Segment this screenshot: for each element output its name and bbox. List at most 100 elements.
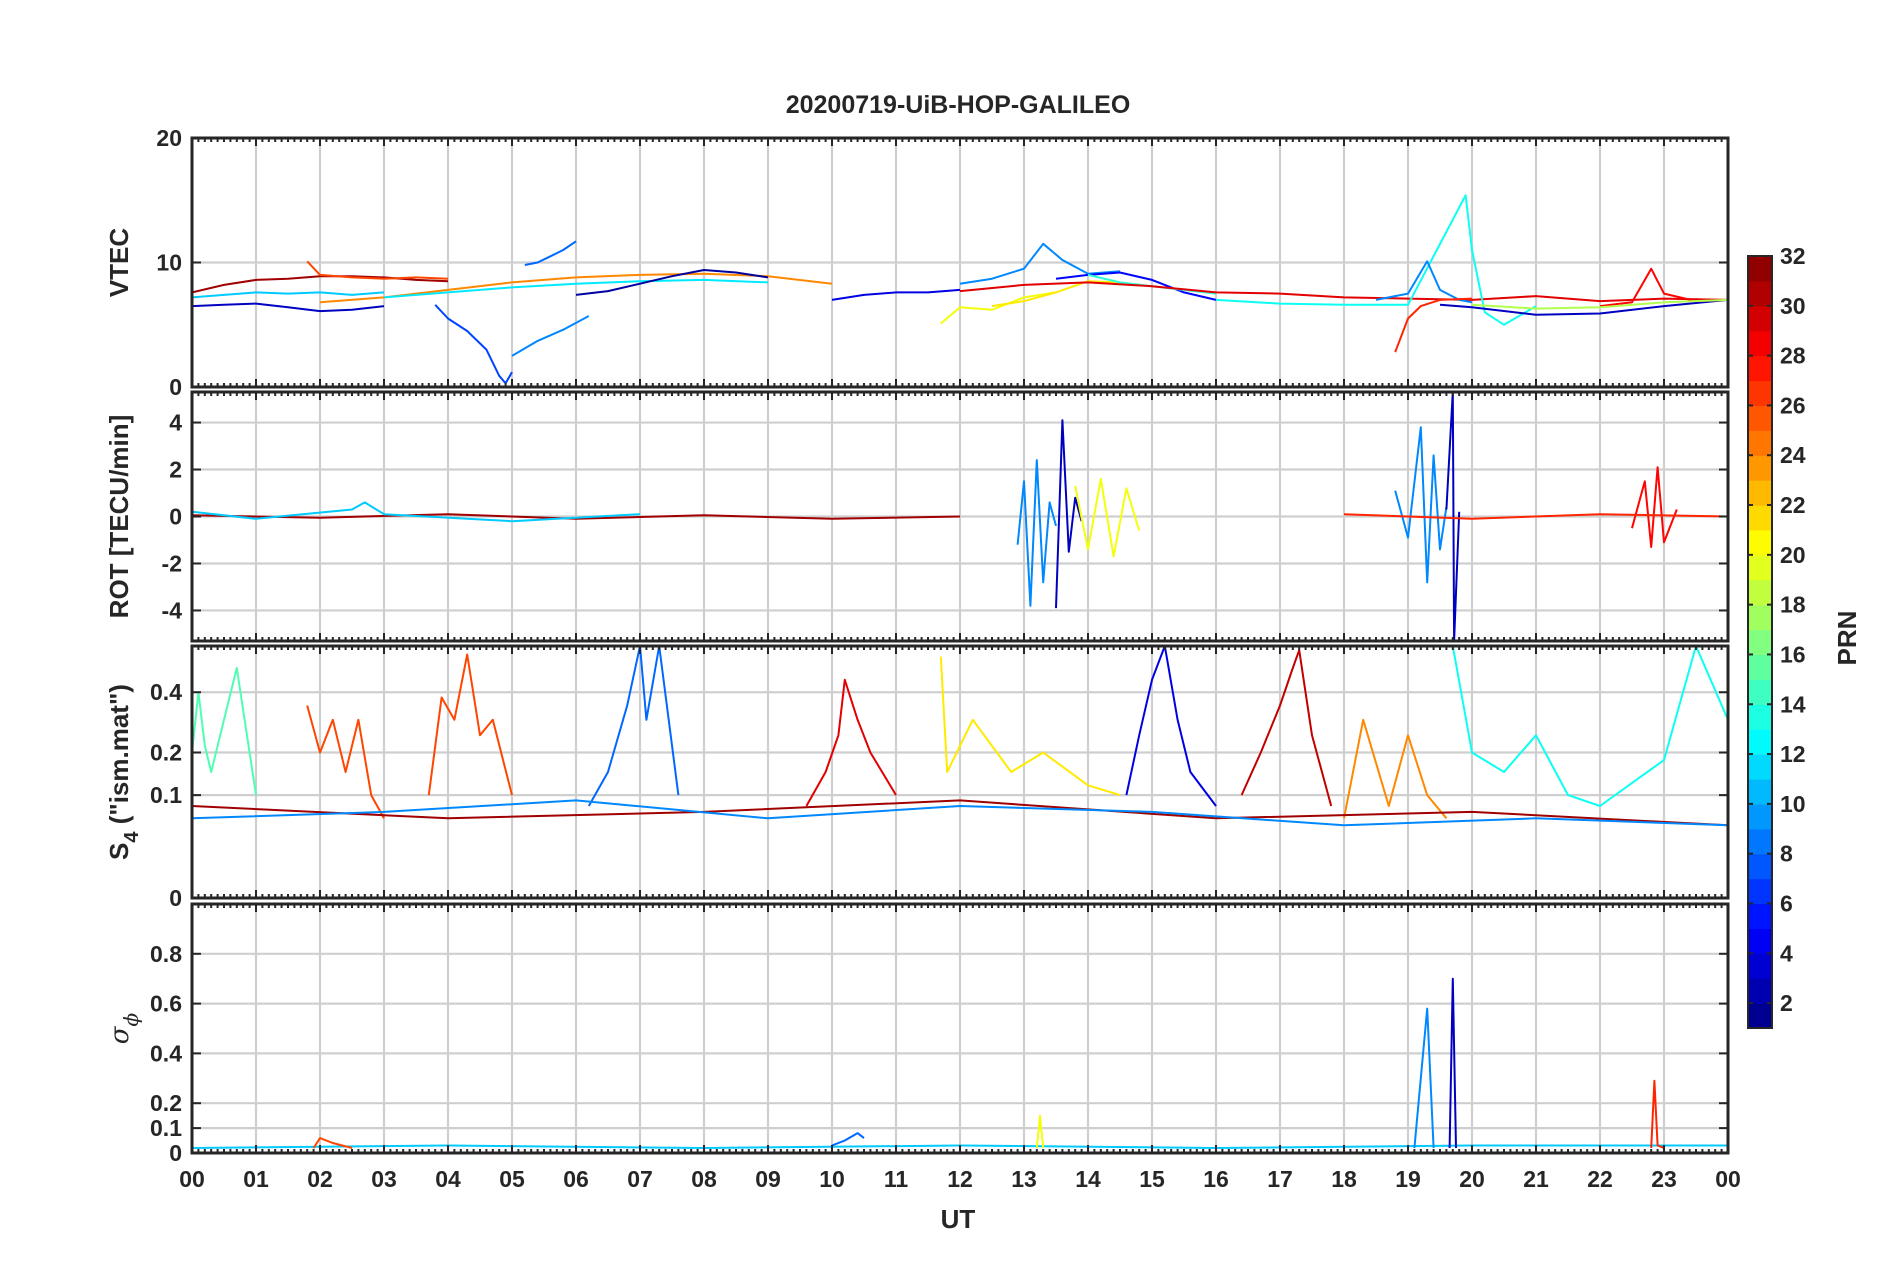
colorbar-segment bbox=[1748, 778, 1772, 805]
colorbar-segment bbox=[1748, 853, 1772, 880]
x-tick-label: 21 bbox=[1523, 1166, 1549, 1192]
vtec-series-prn-13 bbox=[1215, 194, 1537, 326]
colorbar-segment bbox=[1748, 554, 1772, 581]
colorbar-segment bbox=[1748, 978, 1772, 1004]
colorbar-segment bbox=[1748, 729, 1772, 755]
colorbar-segment bbox=[1748, 579, 1772, 606]
chart-title: 20200719-UiB-HOP-GALILEO bbox=[786, 91, 1131, 119]
colorbar-segment bbox=[1748, 480, 1772, 506]
colorbar-segment bbox=[1748, 355, 1772, 382]
colorbar-segment bbox=[1748, 953, 1772, 979]
colorbar-segment bbox=[1748, 629, 1772, 656]
colorbar-tick-label: 24 bbox=[1780, 442, 1806, 468]
x-axis-label: UT bbox=[941, 1204, 976, 1234]
ylabel-rest: ("ism.mat") bbox=[104, 684, 134, 831]
rot-series-prn-9 bbox=[1394, 426, 1448, 584]
colorbar-segment bbox=[1748, 604, 1772, 631]
x-tick-label: 18 bbox=[1331, 1166, 1357, 1192]
sigma-series-prn-9 bbox=[1413, 1007, 1435, 1149]
colorbar-tick-label: 14 bbox=[1780, 691, 1806, 717]
rot-y-tick-label: 2 bbox=[169, 457, 182, 483]
colorbar-segment bbox=[1748, 803, 1772, 830]
s4-series-prn-29 bbox=[805, 678, 897, 807]
sigma-series-prn-27 bbox=[1650, 1079, 1665, 1149]
colorbar-tick-label: 6 bbox=[1780, 890, 1793, 916]
colorbar-tick-label: 26 bbox=[1780, 392, 1806, 418]
vtec-y-tick-label: 0 bbox=[169, 374, 182, 400]
x-tick-label: 17 bbox=[1267, 1166, 1293, 1192]
rot-y-axis-label: ROT [TECU/min] bbox=[104, 415, 134, 619]
x-tick-label: 02 bbox=[307, 1166, 333, 1192]
sigma-y-tick-label: 0.6 bbox=[150, 991, 182, 1017]
colorbar-segment bbox=[1748, 1003, 1772, 1029]
ylabel-main: S bbox=[104, 843, 134, 860]
x-tick-label: 01 bbox=[243, 1166, 269, 1192]
vtec-series-prn-18 bbox=[1471, 298, 1728, 310]
vtec-series-prn-9 bbox=[1375, 260, 1473, 304]
s4-y-tick-label: 0 bbox=[169, 885, 182, 911]
rot-y-tick-label: -2 bbox=[162, 550, 182, 576]
panel-rot: -4 -2 0 2 4 ROT [TECU/min] bbox=[104, 390, 1730, 643]
x-tick-label: 08 bbox=[691, 1166, 717, 1192]
s4-series-prn-24 bbox=[1343, 718, 1448, 819]
x-tick-label: 05 bbox=[499, 1166, 525, 1192]
sigma-series-prn-3 bbox=[1448, 977, 1457, 1149]
colorbar-tick-label: 4 bbox=[1780, 940, 1793, 966]
rot-y-tick-label: -4 bbox=[162, 597, 183, 623]
x-tick-label: 14 bbox=[1075, 1166, 1101, 1192]
vtec-series-prn-21 bbox=[991, 280, 1121, 308]
s4-series-prn-26 bbox=[427, 653, 513, 796]
panel-s4: 0 0.1 0.2 0.4 S4 ("ism.mat") bbox=[104, 644, 1730, 911]
x-tick-label: 13 bbox=[1011, 1166, 1037, 1192]
vtec-series-prn-29 bbox=[959, 281, 1728, 303]
vtec-series-prn-31 bbox=[192, 275, 449, 294]
x-tick-label: 19 bbox=[1395, 1166, 1421, 1192]
colorbar-label: PRN bbox=[1832, 611, 1862, 666]
sigma-y-tick-label: 0 bbox=[169, 1140, 182, 1166]
vtec-series-prn-3 bbox=[192, 302, 385, 313]
rot-series-prn-11 bbox=[192, 501, 641, 523]
rot-series-prn-9 bbox=[1016, 459, 1057, 607]
colorbar-tick-label: 18 bbox=[1780, 592, 1806, 618]
s4-series-group bbox=[192, 646, 1728, 827]
vtec-series-prn-9 bbox=[959, 242, 1121, 285]
sigma-y-axis-label: σϕ bbox=[105, 1012, 143, 1044]
colorbar-segment bbox=[1748, 455, 1772, 481]
sigma-y-tick-label: 0.1 bbox=[150, 1115, 182, 1141]
colorbar-segment bbox=[1748, 256, 1772, 282]
colorbar-tick-label: 2 bbox=[1780, 990, 1793, 1016]
ylabel-main: σ bbox=[105, 1025, 135, 1044]
s4-series-prn-4 bbox=[1125, 646, 1217, 807]
colorbar-segment bbox=[1748, 654, 1772, 680]
colorbar-segment bbox=[1748, 754, 1772, 780]
s4-y-tick-label: 0.2 bbox=[150, 740, 182, 766]
colorbar-segment bbox=[1748, 330, 1772, 357]
vtec-y-tick-label: 20 bbox=[156, 125, 182, 151]
vtec-series-prn-12 bbox=[383, 278, 769, 299]
ylabel-subscript: 4 bbox=[121, 831, 143, 843]
x-tick-label: 16 bbox=[1203, 1166, 1229, 1192]
rot-series-prn-20 bbox=[1074, 477, 1141, 558]
sigma-y-tick-label: 0.2 bbox=[150, 1090, 182, 1116]
s4-series-prn-15 bbox=[192, 667, 257, 796]
vtec-series-prn-4 bbox=[831, 288, 961, 301]
vtec-series-prn-8 bbox=[524, 240, 577, 266]
s4-series-prn-30 bbox=[1240, 649, 1333, 807]
colorbar-segment bbox=[1748, 405, 1772, 431]
sigma-series-prn-26 bbox=[312, 1137, 353, 1149]
colorbar-tick-label: 10 bbox=[1780, 791, 1806, 817]
vtec-series-prn-27 bbox=[1394, 297, 1473, 353]
rot-y-tick-label: 0 bbox=[169, 504, 182, 530]
colorbar-segment bbox=[1748, 529, 1772, 556]
vtec-series-prn-11 bbox=[192, 291, 385, 299]
colorbar-tick-label: 12 bbox=[1780, 741, 1806, 767]
x-tick-label: 09 bbox=[755, 1166, 781, 1192]
ylabel-subscript: ϕ bbox=[119, 1012, 143, 1026]
sigma-y-tick-label: 0.8 bbox=[150, 941, 182, 967]
s4-series-prn-31 bbox=[192, 799, 1728, 827]
colorbar-segment bbox=[1748, 430, 1772, 456]
x-tick-label: 20 bbox=[1459, 1166, 1485, 1192]
x-tick-label: 00 bbox=[1715, 1166, 1741, 1192]
x-tick-label: 00 bbox=[179, 1166, 205, 1192]
